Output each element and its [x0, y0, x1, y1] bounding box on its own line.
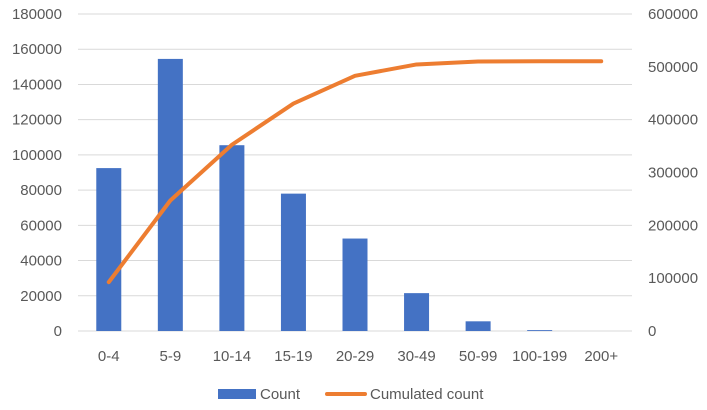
right-axis-tick-label: 400000	[648, 112, 698, 129]
bar-50-99	[465, 321, 491, 331]
line-series-cumulated	[106, 59, 604, 285]
left-axis-tick-label: 140000	[12, 76, 62, 93]
bar-100-199	[527, 330, 553, 331]
left-y-axis: 0 20000 40000 60000 80000 100000 120000 140000 1…	[12, 6, 62, 340]
bar-30-49	[404, 293, 430, 331]
left-axis-tick-label: 0	[54, 323, 62, 340]
right-axis-tick-label: 500000	[648, 59, 698, 76]
x-axis-tick-label: 50-99	[459, 348, 497, 365]
left-axis-tick-label: 120000	[12, 112, 62, 129]
x-axis-tick-label: 200+	[584, 348, 618, 365]
right-axis-tick-label: 600000	[648, 6, 698, 23]
right-axis-tick-label: 0	[648, 323, 656, 340]
legend-label-count: Count	[260, 386, 301, 403]
x-axis-tick-label: 10-14	[213, 348, 251, 365]
bar-15-19	[280, 193, 306, 331]
x-axis-tick-label: 5-9	[159, 348, 181, 365]
right-y-axis: 0 100000 200000 300000 400000 500000 600000	[648, 6, 698, 340]
left-axis-tick-label: 160000	[12, 41, 62, 58]
left-axis-tick-label: 60000	[20, 217, 62, 234]
x-axis-tick-label: 100-199	[512, 348, 567, 365]
right-axis-tick-label: 100000	[648, 270, 698, 287]
legend-swatch-count	[218, 389, 256, 399]
x-axis: 0-4 5-9 10-14 15-19 20-29 30-49 50-99 100-199 20…	[98, 348, 618, 365]
left-axis-tick-label: 40000	[20, 253, 62, 270]
bar-20-29	[342, 238, 368, 331]
right-axis-tick-label: 200000	[648, 217, 698, 234]
x-axis-tick-label: 15-19	[274, 348, 312, 365]
x-axis-tick-label: 30-49	[397, 348, 435, 365]
legend-label-cumulated: Cumulated count	[370, 386, 484, 403]
bar-series-count	[96, 58, 553, 332]
x-axis-tick-label: 0-4	[98, 348, 120, 365]
left-axis-tick-label: 180000	[12, 6, 62, 23]
right-axis-tick-label: 300000	[648, 165, 698, 182]
left-axis-tick-label: 100000	[12, 147, 62, 164]
bar-10-14	[219, 145, 245, 331]
left-axis-tick-label: 80000	[20, 182, 62, 199]
cumulated-count-line	[106, 59, 604, 285]
legend: Count Cumulated count	[218, 386, 484, 403]
x-axis-tick-label: 20-29	[336, 348, 374, 365]
left-axis-tick-label: 20000	[20, 288, 62, 305]
bar-0-4	[96, 168, 122, 331]
